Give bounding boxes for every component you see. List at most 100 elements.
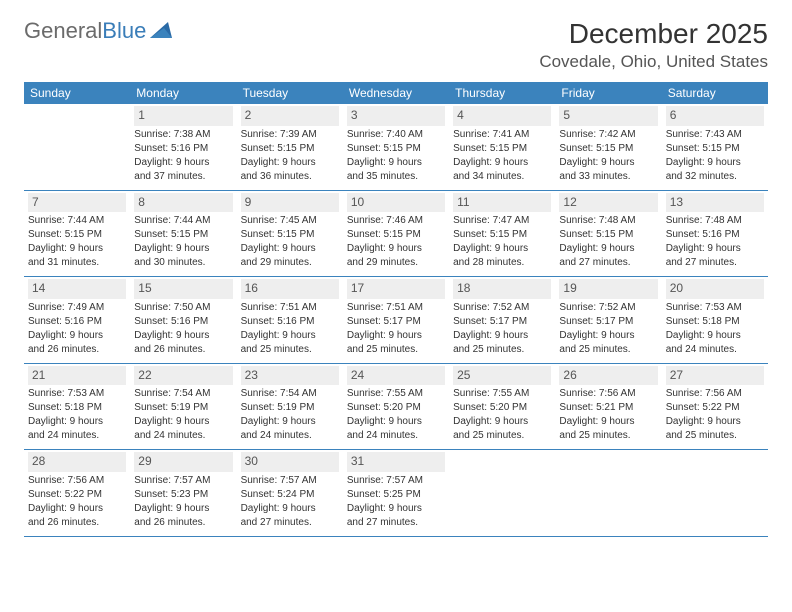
day-d2: and 24 minutes. <box>347 429 445 442</box>
day-info: Sunrise: 7:43 AMSunset: 5:15 PMDaylight:… <box>666 128 764 183</box>
day-d1: Daylight: 9 hours <box>666 242 764 255</box>
day-info: Sunrise: 7:40 AMSunset: 5:15 PMDaylight:… <box>347 128 445 183</box>
day-ss: Sunset: 5:19 PM <box>134 401 232 414</box>
day-cell <box>449 450 555 536</box>
day-info: Sunrise: 7:45 AMSunset: 5:15 PMDaylight:… <box>241 214 339 269</box>
day-d1: Daylight: 9 hours <box>241 242 339 255</box>
day-sr: Sunrise: 7:53 AM <box>28 387 126 400</box>
day-d1: Daylight: 9 hours <box>28 502 126 515</box>
day-info: Sunrise: 7:48 AMSunset: 5:15 PMDaylight:… <box>559 214 657 269</box>
day-d1: Daylight: 9 hours <box>559 156 657 169</box>
day-sr: Sunrise: 7:52 AM <box>453 301 551 314</box>
triangle-icon <box>150 20 172 43</box>
date-number: 4 <box>453 106 551 126</box>
day-cell: 28 Sunrise: 7:56 AMSunset: 5:22 PMDayligh… <box>24 450 130 536</box>
day-sr: Sunrise: 7:56 AM <box>28 474 126 487</box>
day-d1: Daylight: 9 hours <box>666 329 764 342</box>
day-ss: Sunset: 5:18 PM <box>666 315 764 328</box>
day-info: Sunrise: 7:46 AMSunset: 5:15 PMDaylight:… <box>347 214 445 269</box>
day-info: Sunrise: 7:41 AMSunset: 5:15 PMDaylight:… <box>453 128 551 183</box>
day-ss: Sunset: 5:15 PM <box>347 142 445 155</box>
day-d1: Daylight: 9 hours <box>559 242 657 255</box>
day-info: Sunrise: 7:57 AMSunset: 5:23 PMDaylight:… <box>134 474 232 529</box>
day-d2: and 31 minutes. <box>28 256 126 269</box>
day-sr: Sunrise: 7:51 AM <box>347 301 445 314</box>
date-number: 20 <box>666 279 764 299</box>
day-info: Sunrise: 7:56 AMSunset: 5:21 PMDaylight:… <box>559 387 657 442</box>
day-cell: 15Sunrise: 7:50 AMSunset: 5:16 PMDayligh… <box>130 277 236 363</box>
day-cell: 12Sunrise: 7:48 AMSunset: 5:15 PMDayligh… <box>555 191 661 277</box>
day-d2: and 27 minutes. <box>559 256 657 269</box>
day-d2: and 25 minutes. <box>666 429 764 442</box>
day-d1: Daylight: 9 hours <box>241 502 339 515</box>
date-number: 11 <box>453 193 551 213</box>
date-number: 14 <box>28 279 126 299</box>
day-info: Sunrise: 7:54 AMSunset: 5:19 PMDaylight:… <box>241 387 339 442</box>
day-ss: Sunset: 5:15 PM <box>241 228 339 241</box>
day-d2: and 24 minutes. <box>134 429 232 442</box>
day-ss: Sunset: 5:15 PM <box>453 228 551 241</box>
day-ss: Sunset: 5:24 PM <box>241 488 339 501</box>
day-d2: and 33 minutes. <box>559 170 657 183</box>
day-d2: and 25 minutes. <box>559 429 657 442</box>
dow-cell: Saturday <box>662 82 768 104</box>
day-cell: 19Sunrise: 7:52 AMSunset: 5:17 PMDayligh… <box>555 277 661 363</box>
day-cell: 24Sunrise: 7:55 AMSunset: 5:20 PMDayligh… <box>343 364 449 450</box>
day-sr: Sunrise: 7:40 AM <box>347 128 445 141</box>
day-cell: 2Sunrise: 7:39 AMSunset: 5:15 PMDaylight… <box>237 104 343 190</box>
date-number: 24 <box>347 366 445 386</box>
week-row: 1Sunrise: 7:38 AMSunset: 5:16 PMDaylight… <box>24 104 768 191</box>
day-d1: Daylight: 9 hours <box>134 502 232 515</box>
calendar: SundayMondayTuesdayWednesdayThursdayFrid… <box>24 82 768 537</box>
day-d2: and 28 minutes. <box>453 256 551 269</box>
day-d1: Daylight: 9 hours <box>28 415 126 428</box>
day-d2: and 24 minutes. <box>666 343 764 356</box>
day-d1: Daylight: 9 hours <box>453 415 551 428</box>
day-sr: Sunrise: 7:54 AM <box>134 387 232 400</box>
day-d2: and 26 minutes. <box>134 516 232 529</box>
day-d2: and 34 minutes. <box>453 170 551 183</box>
day-sr: Sunrise: 7:41 AM <box>453 128 551 141</box>
weeks-container: 1Sunrise: 7:38 AMSunset: 5:16 PMDaylight… <box>24 104 768 537</box>
day-ss: Sunset: 5:22 PM <box>28 488 126 501</box>
dow-cell: Sunday <box>24 82 130 104</box>
day-sr: Sunrise: 7:57 AM <box>241 474 339 487</box>
day-sr: Sunrise: 7:54 AM <box>241 387 339 400</box>
day-ss: Sunset: 5:16 PM <box>241 315 339 328</box>
day-ss: Sunset: 5:23 PM <box>134 488 232 501</box>
day-ss: Sunset: 5:17 PM <box>453 315 551 328</box>
logo: GeneralBlue <box>24 18 172 44</box>
day-ss: Sunset: 5:16 PM <box>134 142 232 155</box>
date-number: 17 <box>347 279 445 299</box>
day-cell: 11Sunrise: 7:47 AMSunset: 5:15 PMDayligh… <box>449 191 555 277</box>
day-cell: 18Sunrise: 7:52 AMSunset: 5:17 PMDayligh… <box>449 277 555 363</box>
day-sr: Sunrise: 7:55 AM <box>453 387 551 400</box>
day-cell: 9Sunrise: 7:45 AMSunset: 5:15 PMDaylight… <box>237 191 343 277</box>
day-ss: Sunset: 5:17 PM <box>347 315 445 328</box>
day-cell: 31Sunrise: 7:57 AMSunset: 5:25 PMDayligh… <box>343 450 449 536</box>
day-info: Sunrise: 7:55 AMSunset: 5:20 PMDaylight:… <box>453 387 551 442</box>
date-number: 28 <box>28 452 126 472</box>
day-d1: Daylight: 9 hours <box>28 329 126 342</box>
day-cell: 21Sunrise: 7:53 AMSunset: 5:18 PMDayligh… <box>24 364 130 450</box>
day-cell: 16Sunrise: 7:51 AMSunset: 5:16 PMDayligh… <box>237 277 343 363</box>
day-sr: Sunrise: 7:43 AM <box>666 128 764 141</box>
day-info: Sunrise: 7:39 AMSunset: 5:15 PMDaylight:… <box>241 128 339 183</box>
dow-cell: Thursday <box>449 82 555 104</box>
day-cell: 13Sunrise: 7:48 AMSunset: 5:16 PMDayligh… <box>662 191 768 277</box>
day-d2: and 32 minutes. <box>666 170 764 183</box>
day-d2: and 27 minutes. <box>347 516 445 529</box>
day-d1: Daylight: 9 hours <box>453 156 551 169</box>
dow-cell: Tuesday <box>237 82 343 104</box>
day-d2: and 35 minutes. <box>347 170 445 183</box>
day-ss: Sunset: 5:15 PM <box>559 142 657 155</box>
day-ss: Sunset: 5:20 PM <box>453 401 551 414</box>
day-d2: and 26 minutes. <box>28 343 126 356</box>
date-number: 26 <box>559 366 657 386</box>
day-d2: and 36 minutes. <box>241 170 339 183</box>
week-row: 28Sunrise: 7:56 AMSunset: 5:22 PMDayligh… <box>24 450 768 537</box>
day-d1: Daylight: 9 hours <box>241 156 339 169</box>
day-sr: Sunrise: 7:42 AM <box>559 128 657 141</box>
day-info: Sunrise: 7:57 AMSunset: 5:25 PMDaylight:… <box>347 474 445 529</box>
dow-cell: Wednesday <box>343 82 449 104</box>
